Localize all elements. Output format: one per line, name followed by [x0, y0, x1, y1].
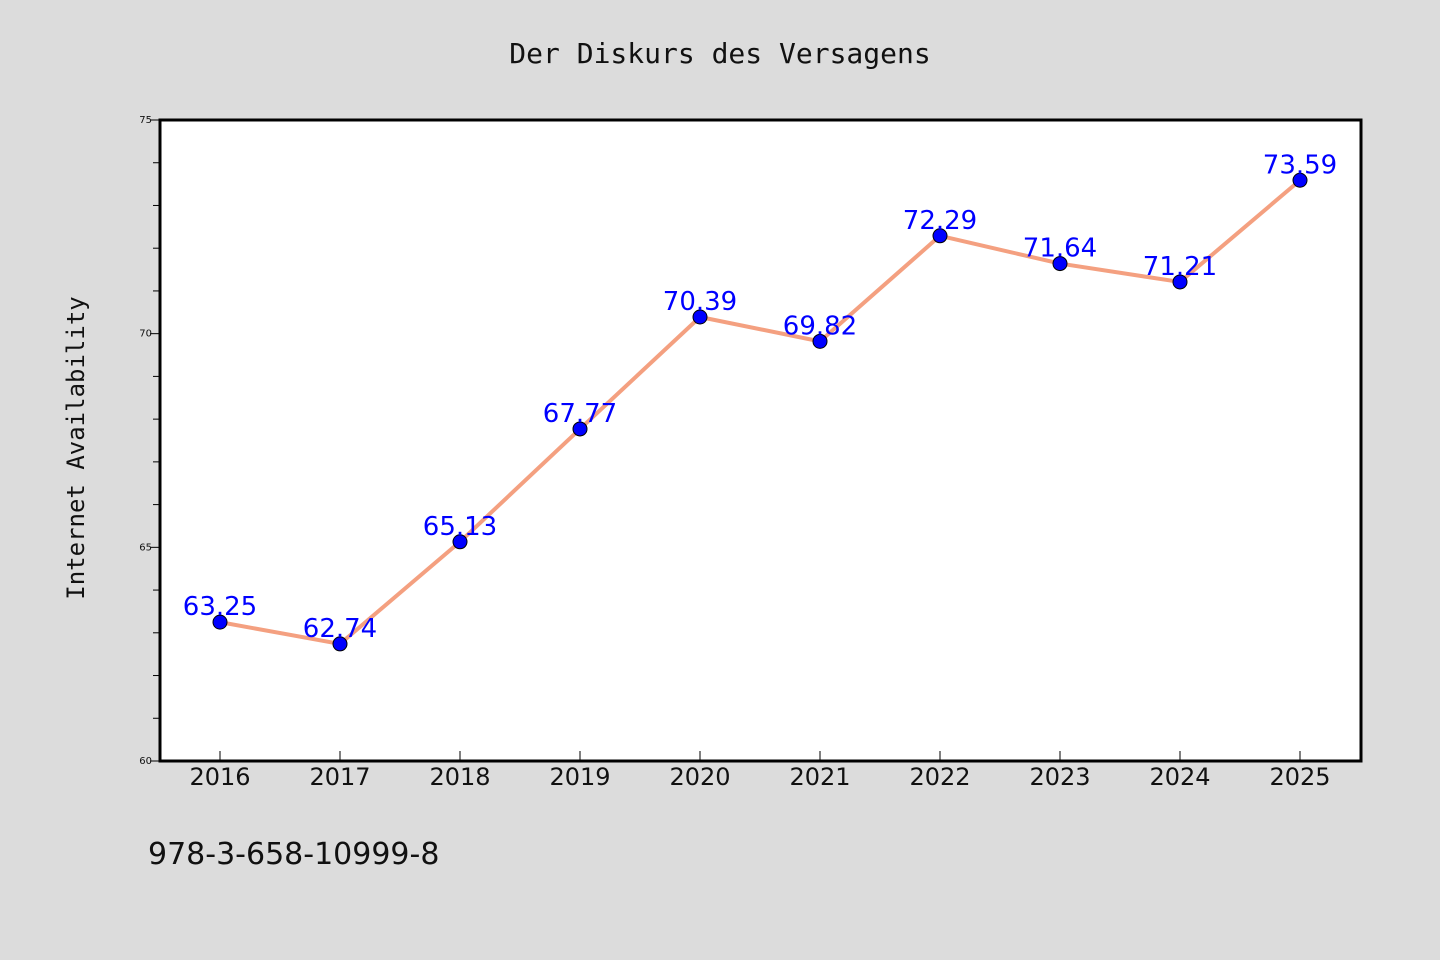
data-label: 70.39	[663, 287, 737, 317]
data-point	[1052, 256, 1068, 272]
y-tick-label: 60	[139, 756, 152, 767]
x-tick-label: 2025	[1269, 763, 1330, 791]
data-label: 65.13	[423, 512, 497, 542]
data-point	[452, 534, 468, 550]
y-tick-label: 70	[139, 329, 152, 340]
x-tick-label: 2019	[549, 763, 610, 791]
x-tick-label: 2017	[309, 763, 370, 791]
data-label: 72.29	[903, 206, 977, 236]
data-label: 73.59	[1263, 150, 1337, 180]
data-point	[812, 333, 828, 349]
data-point	[932, 228, 948, 244]
plot-area	[158, 118, 1363, 763]
data-label: 71.21	[1143, 252, 1217, 282]
data-label: 63.25	[183, 592, 257, 622]
series-layer	[212, 172, 1308, 652]
data-label: 67.77	[543, 399, 617, 429]
data-point	[332, 636, 348, 652]
footer-code: 978-3-658-10999-8	[148, 837, 439, 872]
data-label: 69.82	[783, 311, 857, 341]
series-line	[218, 178, 1302, 646]
data-point	[572, 421, 588, 437]
x-tick-label: 2024	[1149, 763, 1210, 791]
y-tick-label: 75	[139, 115, 152, 126]
data-label: 62.74	[303, 614, 377, 644]
data-point	[692, 309, 708, 325]
chart-title: Der Diskurs des Versagens	[509, 37, 930, 70]
x-tick-label: 2021	[789, 763, 850, 791]
x-axis-ticks: 2016 2017 2018 2019 2020 2021 2022 2023 2024 2025	[189, 751, 1331, 791]
data-label: 71.64	[1023, 234, 1097, 264]
x-tick-label: 2022	[909, 763, 970, 791]
y-axis-ticks: 60 65 70 75	[139, 115, 160, 767]
x-tick-label: 2020	[669, 763, 730, 791]
x-tick-label: 2018	[429, 763, 490, 791]
x-tick-label: 2023	[1029, 763, 1090, 791]
x-tick-label: 2016	[189, 763, 250, 791]
y-axis-label: Internet Availability	[62, 296, 90, 599]
data-point	[1172, 274, 1188, 290]
y-tick-label: 65	[139, 542, 152, 553]
data-point	[1292, 172, 1308, 188]
data-point	[212, 614, 228, 630]
data-labels: 63.25 62.74 65.13 67.77 70.39 69.82 72.29 71.64…	[183, 150, 1337, 644]
